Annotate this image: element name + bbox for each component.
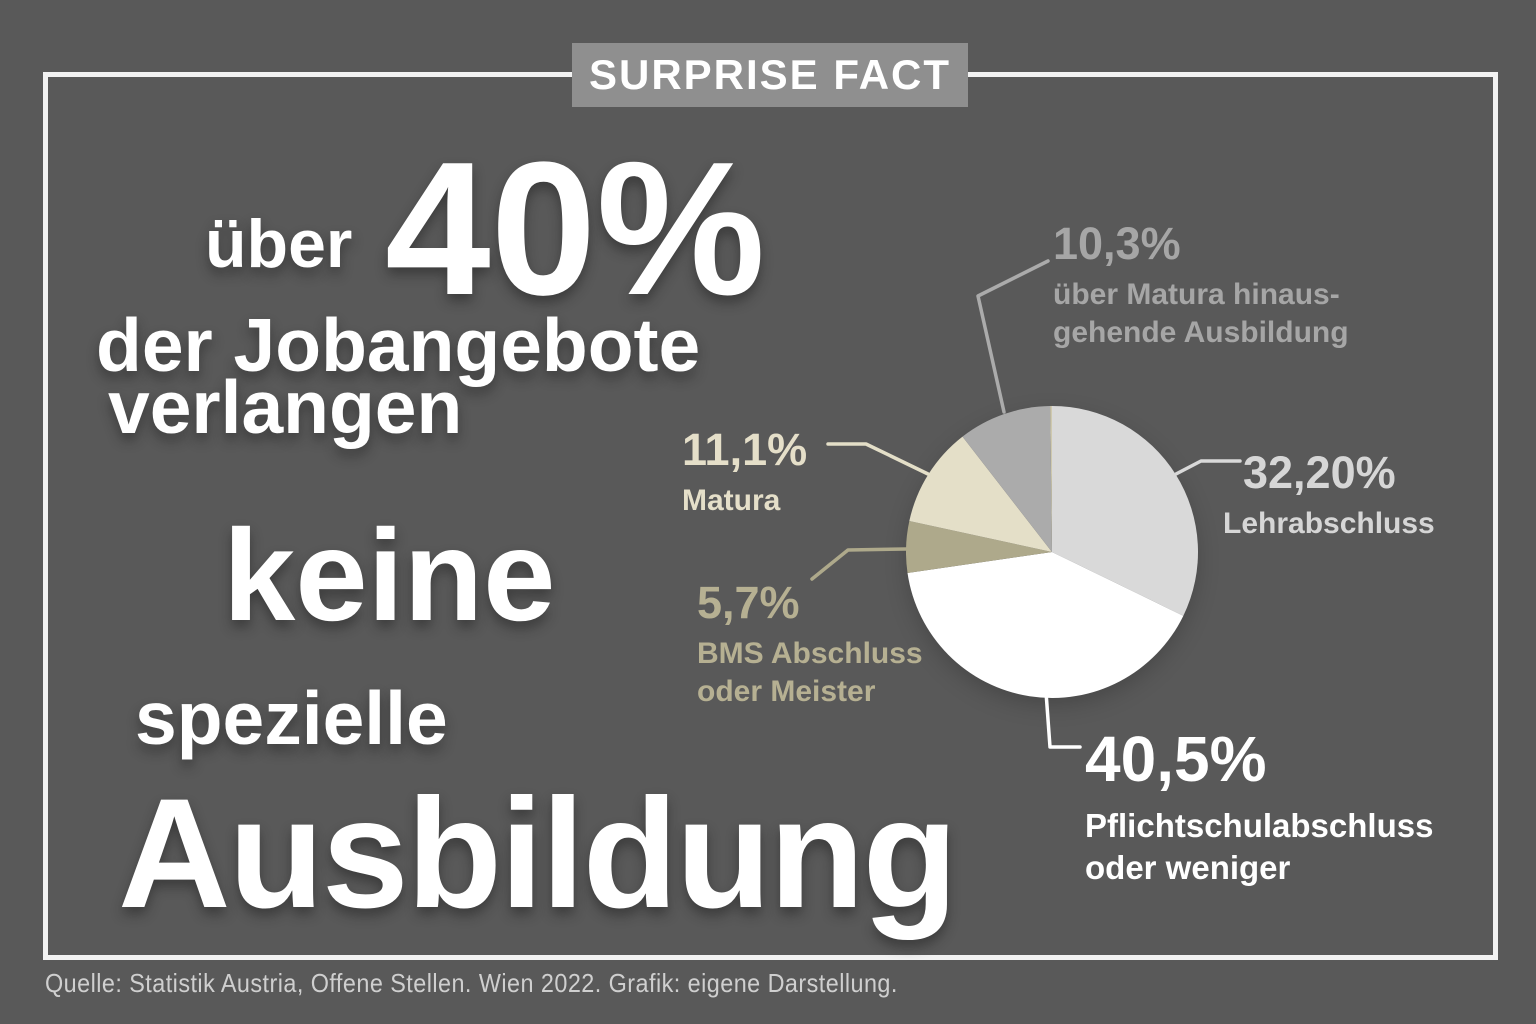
pie-slice (962, 406, 1052, 552)
pie-slice (906, 521, 1052, 574)
name-matura: Matura (682, 484, 781, 517)
badge-label: SURPRISE FACT (588, 51, 952, 98)
value-lehrabschluss: 32,20% (1243, 447, 1396, 498)
leader-lines (810, 259, 1242, 749)
source-line: Quelle: Statistik Austria, Offene Stelle… (45, 968, 898, 998)
label-matura: 11,1% Matura (682, 427, 807, 520)
value-pflichtschulabschluss: 40,5% (1085, 723, 1267, 795)
name-bms: BMS Abschluss oder Meister (697, 637, 923, 709)
pie-slice (1052, 406, 1198, 616)
pie-slices (906, 406, 1198, 698)
leader-lehrabschluss (1174, 459, 1242, 476)
label-pflichtschulabschluss: 40,5% Pflichtschulabschluss oder weniger (1085, 727, 1433, 889)
leader-bms (810, 547, 908, 581)
headline-line2: der Jobangebote (96, 303, 701, 387)
value-matura: 11,1% (682, 424, 808, 475)
name-ueber-matura: über Matura hinaus- gehende Ausbildung (1053, 278, 1349, 350)
name-lehrabschluss: Lehrabschluss (1223, 507, 1435, 540)
label-ueber-matura: 10,3% über Matura hinaus- gehende Ausbil… (1053, 221, 1349, 352)
value-ueber-matura: 10,3% (1053, 218, 1181, 269)
pie-slice (907, 552, 1184, 698)
leader-matura (826, 442, 930, 476)
name-pflichtschulabschluss: Pflichtschulabschluss oder weniger (1085, 807, 1434, 886)
headline-line4: keine (223, 502, 556, 648)
pie-slice (1050, 406, 1052, 552)
headline-line3: verlangen (108, 365, 463, 449)
label-lehrabschluss: 32,20% Lehrabschluss (1223, 450, 1435, 543)
leader-ueber-matura (976, 259, 1050, 414)
leader-pflichtschulabschluss (1044, 690, 1082, 749)
headline-line6: Ausbildung (118, 767, 958, 941)
headline-line5: spezielle (135, 676, 448, 760)
label-bms: 5,7% BMS Abschluss oder Meister (697, 580, 923, 711)
headline-prefix: über (205, 206, 353, 282)
headline-big-number: 40% (385, 123, 766, 335)
pie-slice (909, 436, 1052, 552)
value-bms: 5,7% (697, 577, 800, 628)
surprise-fact-badge: SURPRISE FACT (572, 43, 968, 107)
